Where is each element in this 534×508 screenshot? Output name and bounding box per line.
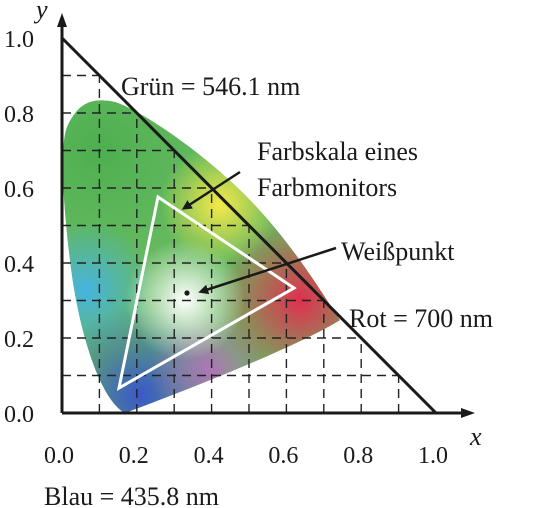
gamut-label-line2: Farbmonitors: [257, 173, 397, 202]
y-tick-label: 0.2: [4, 327, 34, 353]
x-tick-label: 0.8: [343, 443, 373, 469]
x-tick-label: 0.2: [119, 443, 149, 469]
white-point-marker: [184, 290, 190, 296]
gamut-arrow: [181, 170, 241, 210]
green-wavelength-label: Grün = 546.1 nm: [121, 72, 300, 101]
x-tick-label: 1.0: [418, 443, 448, 469]
y-tick-label: 0.8: [4, 102, 34, 128]
diagonal-line: [60, 36, 438, 415]
x-tick-labels: 0.0 0.2 0.4 0.6 0.8 1.0: [44, 443, 448, 469]
blue-wavelength-label: Blau = 435.8 nm: [44, 482, 219, 508]
red-wavelength-label: Rot = 700 nm: [349, 304, 493, 333]
x-axis-label: x: [469, 422, 482, 451]
y-tick-labels: 0.0 0.2 0.4 0.6 0.8 1.0: [4, 27, 34, 428]
whitepoint-arrow: [198, 246, 337, 295]
x-tick-label: 0.0: [44, 443, 74, 469]
y-tick-label: 0.6: [4, 177, 34, 203]
y-axis-label: y: [33, 0, 48, 24]
x-tick-label: 0.6: [268, 443, 298, 469]
y-tick-label: 1.0: [4, 27, 34, 53]
monitor-gamut-triangle: [116, 194, 297, 391]
dashed-grid: [62, 74, 400, 413]
x-tick-label: 0.4: [194, 443, 224, 469]
y-tick-label: 0.0: [4, 402, 34, 428]
gamut-label-line1: Farbskala eines: [257, 137, 418, 166]
whitepoint-label: Weißpunkt: [341, 237, 455, 266]
y-tick-label: 0.4: [4, 252, 34, 278]
